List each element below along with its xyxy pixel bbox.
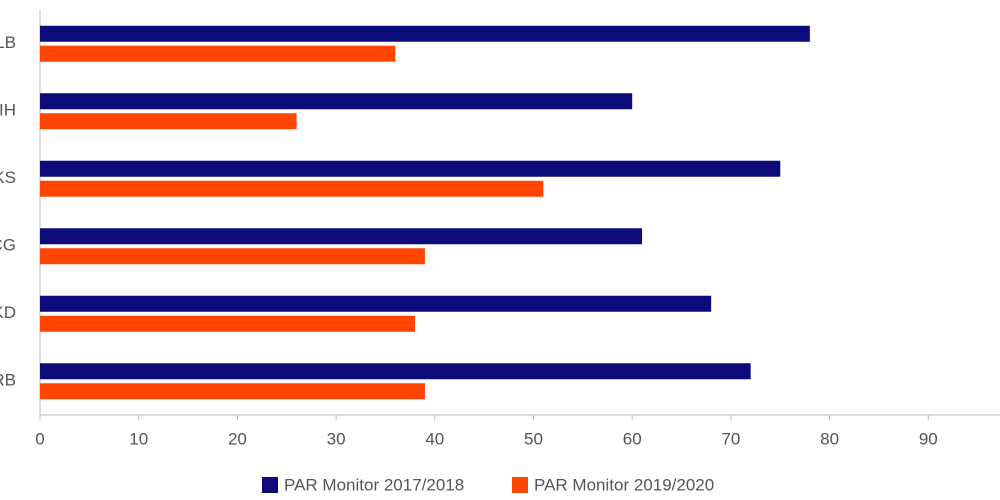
x-tick-label: 0 <box>35 429 44 448</box>
legend-swatch <box>512 477 528 493</box>
bar <box>40 383 425 400</box>
x-tick-label: 10 <box>129 429 148 448</box>
bar <box>40 45 396 62</box>
y-tick-label: RB <box>0 371 16 390</box>
x-tick-label: 90 <box>919 429 938 448</box>
legend-label: PAR Monitor 2017/2018 <box>284 475 464 494</box>
y-tick-label: KD <box>0 303 16 322</box>
x-tick-label: 80 <box>820 429 839 448</box>
bar <box>40 228 643 245</box>
x-tick-label: 60 <box>623 429 642 448</box>
bar <box>40 248 425 265</box>
legend-swatch <box>262 477 278 493</box>
bar <box>40 25 810 42</box>
bar <box>40 160 781 177</box>
bar <box>40 180 544 197</box>
y-tick-label: LB <box>0 33 16 52</box>
x-tick-label: 30 <box>327 429 346 448</box>
x-tick-label: 40 <box>425 429 444 448</box>
bar <box>40 363 751 380</box>
x-tick-label: 70 <box>721 429 740 448</box>
y-tick-label: KS <box>0 168 16 187</box>
bar <box>40 93 633 110</box>
y-tick-label: CG <box>0 236 16 255</box>
y-tick-label: IH <box>0 101 16 120</box>
x-tick-label: 50 <box>524 429 543 448</box>
legend-label: PAR Monitor 2019/2020 <box>534 475 714 494</box>
bar <box>40 315 416 332</box>
bar <box>40 113 297 130</box>
x-tick-label: 20 <box>228 429 247 448</box>
bar <box>40 295 712 312</box>
